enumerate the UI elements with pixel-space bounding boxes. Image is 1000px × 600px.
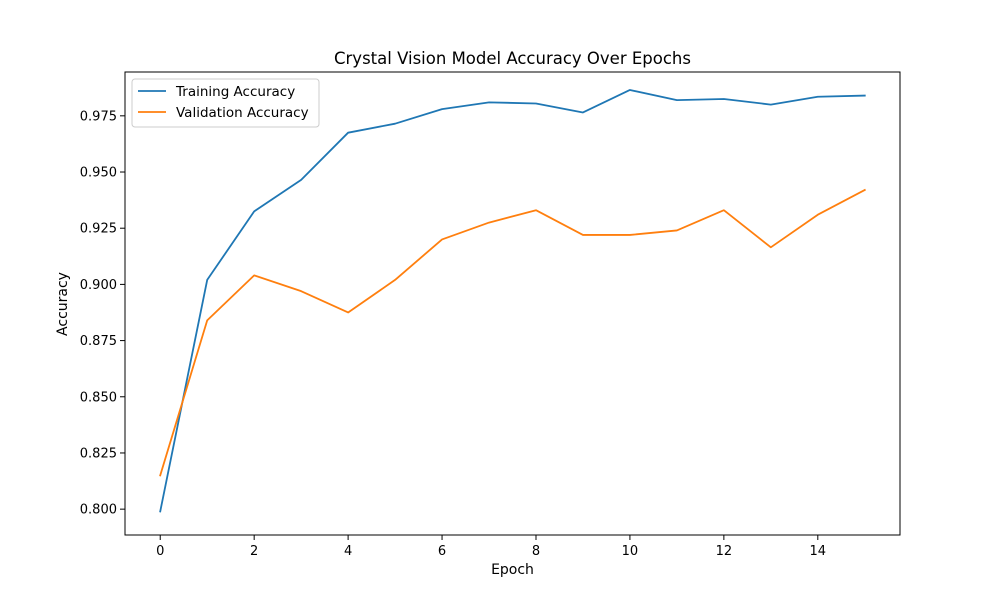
x-tick-label: 6: [438, 544, 446, 559]
plot-area: 0 2 4 6 8 10 12 14 0.800 0.825 0.850 0.875 0.900 0.92…: [80, 71, 901, 559]
x-tick-label: 14: [810, 544, 827, 559]
legend: Training Accuracy Validation Accuracy: [131, 78, 320, 128]
y-axis-label: Accuracy: [55, 272, 71, 336]
legend-label: Training Accuracy: [175, 84, 295, 100]
x-axis-label: Epoch: [491, 562, 534, 578]
series-line-validation-accuracy: [159, 188, 866, 477]
x-tick-label: 10: [622, 544, 639, 559]
x-tick-label: 8: [532, 544, 540, 559]
legend-box: [131, 78, 320, 128]
chart-title: Crystal Vision Model Accuracy Over Epoch…: [334, 49, 691, 68]
y-tick-label: 0.900: [80, 278, 117, 293]
x-tick-label: 12: [716, 544, 733, 559]
y-tick-label: 0.800: [80, 503, 117, 518]
y-tick-label: 0.950: [80, 166, 117, 181]
x-tick-label: 2: [250, 544, 258, 559]
y-tick-label: 0.850: [80, 390, 117, 405]
y-tick-label: 0.975: [80, 109, 117, 124]
x-tick-label: 4: [344, 544, 352, 559]
series-line-training-accuracy: [159, 89, 866, 513]
plot-frame: [124, 71, 901, 536]
y-tick-label: 0.875: [80, 334, 117, 349]
y-tick-label: 0.925: [80, 222, 117, 237]
legend-label: Validation Accuracy: [176, 105, 309, 121]
x-tick-label: 0: [156, 544, 164, 559]
y-tick-label: 0.825: [80, 446, 117, 461]
